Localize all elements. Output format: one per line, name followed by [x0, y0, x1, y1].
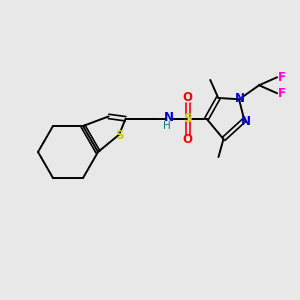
Text: N: N [235, 92, 245, 105]
Text: O: O [183, 91, 193, 104]
Text: S: S [183, 112, 192, 125]
Text: F: F [278, 87, 286, 100]
Text: N: N [241, 115, 251, 128]
Text: S: S [115, 129, 123, 142]
Text: N: N [164, 111, 174, 124]
Text: H: H [163, 121, 170, 131]
Text: O: O [183, 133, 193, 146]
Text: F: F [278, 71, 286, 84]
